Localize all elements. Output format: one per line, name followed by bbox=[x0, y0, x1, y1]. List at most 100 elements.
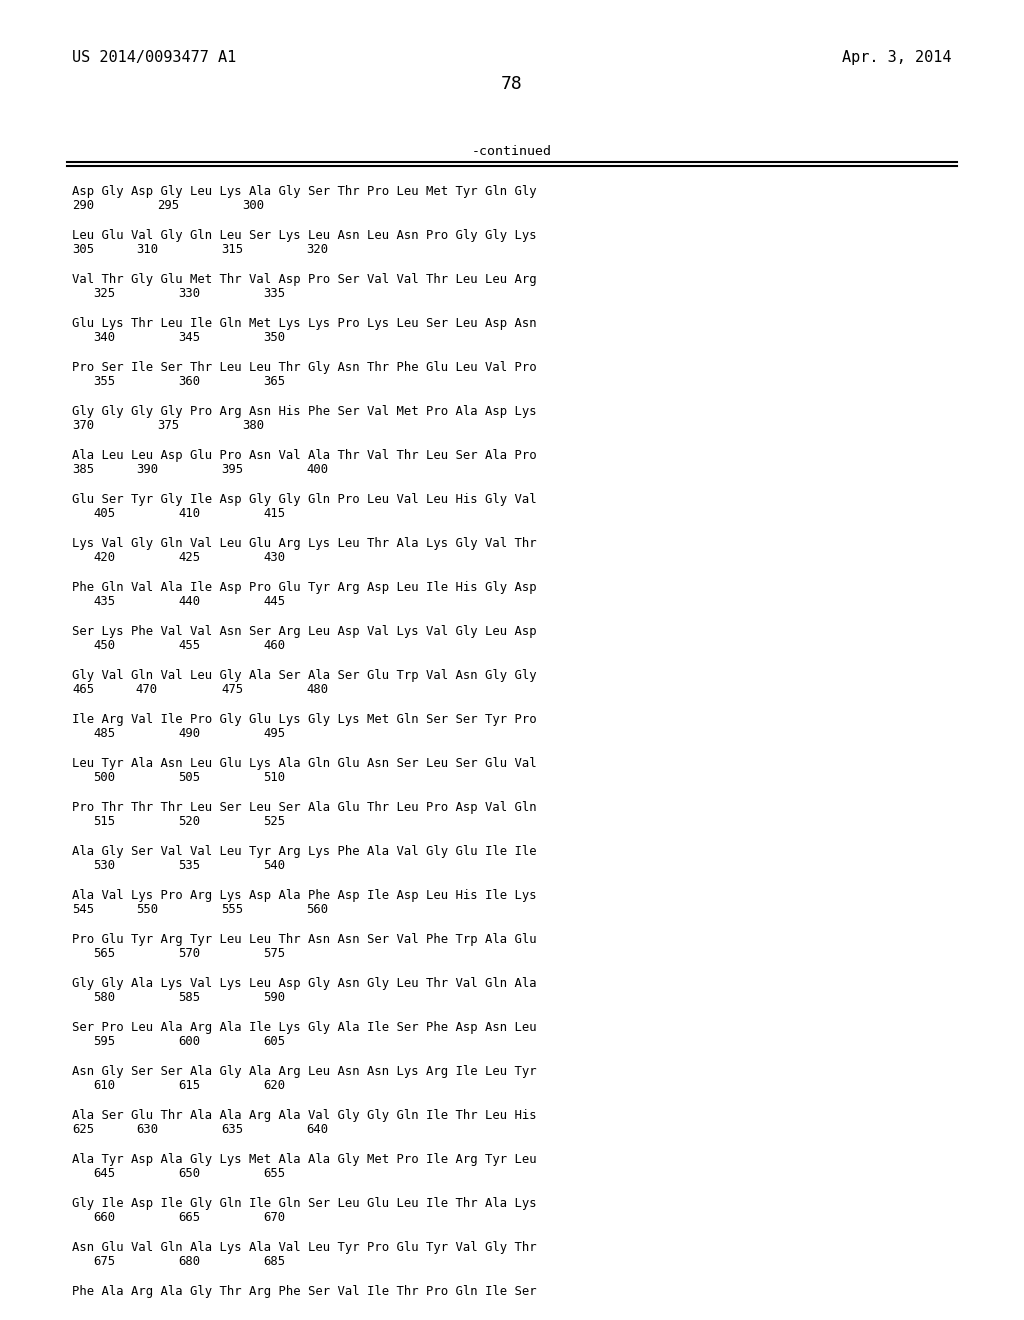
Text: 395: 395 bbox=[221, 463, 243, 477]
Text: Pro Ser Ile Ser Thr Leu Leu Thr Gly Asn Thr Phe Glu Leu Val Pro: Pro Ser Ile Ser Thr Leu Leu Thr Gly Asn … bbox=[72, 360, 537, 374]
Text: Gly Ile Asp Ile Gly Gln Ile Gln Ser Leu Glu Leu Ile Thr Ala Lys: Gly Ile Asp Ile Gly Gln Ile Gln Ser Leu … bbox=[72, 1197, 537, 1210]
Text: 635: 635 bbox=[221, 1123, 243, 1137]
Text: 535: 535 bbox=[178, 859, 201, 873]
Text: -continued: -continued bbox=[472, 145, 552, 158]
Text: Asp Gly Asp Gly Leu Lys Ala Gly Ser Thr Pro Leu Met Tyr Gln Gly: Asp Gly Asp Gly Leu Lys Ala Gly Ser Thr … bbox=[72, 185, 537, 198]
Text: 625: 625 bbox=[72, 1123, 94, 1137]
Text: 420: 420 bbox=[93, 550, 116, 564]
Text: 605: 605 bbox=[263, 1035, 286, 1048]
Text: 290: 290 bbox=[72, 199, 94, 213]
Text: 655: 655 bbox=[263, 1167, 286, 1180]
Text: 295: 295 bbox=[157, 199, 179, 213]
Text: 375: 375 bbox=[157, 418, 179, 432]
Text: 555: 555 bbox=[221, 903, 243, 916]
Text: Ala Ser Glu Thr Ala Ala Arg Ala Val Gly Gly Gln Ile Thr Leu His: Ala Ser Glu Thr Ala Ala Arg Ala Val Gly … bbox=[72, 1109, 537, 1122]
Text: 530: 530 bbox=[93, 859, 116, 873]
Text: Phe Ala Arg Ala Gly Thr Arg Phe Ser Val Ile Thr Pro Gln Ile Ser: Phe Ala Arg Ala Gly Thr Arg Phe Ser Val … bbox=[72, 1284, 537, 1298]
Text: 590: 590 bbox=[263, 991, 286, 1005]
Text: Gly Gly Ala Lys Val Lys Leu Asp Gly Asn Gly Leu Thr Val Gln Ala: Gly Gly Ala Lys Val Lys Leu Asp Gly Asn … bbox=[72, 977, 537, 990]
Text: 575: 575 bbox=[263, 946, 286, 960]
Text: Phe Gln Val Ala Ile Asp Pro Glu Tyr Arg Asp Leu Ile His Gly Asp: Phe Gln Val Ala Ile Asp Pro Glu Tyr Arg … bbox=[72, 581, 537, 594]
Text: Gly Val Gln Val Leu Gly Ala Ser Ala Ser Glu Trp Val Asn Gly Gly: Gly Val Gln Val Leu Gly Ala Ser Ala Ser … bbox=[72, 669, 537, 682]
Text: Ala Tyr Asp Ala Gly Lys Met Ala Ala Gly Met Pro Ile Arg Tyr Leu: Ala Tyr Asp Ala Gly Lys Met Ala Ala Gly … bbox=[72, 1152, 537, 1166]
Text: 485: 485 bbox=[93, 727, 116, 741]
Text: Ala Val Lys Pro Arg Lys Asp Ala Phe Asp Ile Asp Leu His Ile Lys: Ala Val Lys Pro Arg Lys Asp Ala Phe Asp … bbox=[72, 888, 537, 902]
Text: 500: 500 bbox=[93, 771, 116, 784]
Text: 670: 670 bbox=[263, 1210, 286, 1224]
Text: 610: 610 bbox=[93, 1078, 116, 1092]
Text: 650: 650 bbox=[178, 1167, 201, 1180]
Text: 685: 685 bbox=[263, 1255, 286, 1269]
Text: 340: 340 bbox=[93, 331, 116, 345]
Text: 475: 475 bbox=[221, 682, 243, 696]
Text: 305: 305 bbox=[72, 243, 94, 256]
Text: 360: 360 bbox=[178, 375, 201, 388]
Text: 600: 600 bbox=[178, 1035, 201, 1048]
Text: 615: 615 bbox=[178, 1078, 201, 1092]
Text: Ala Leu Leu Asp Glu Pro Asn Val Ala Thr Val Thr Leu Ser Ala Pro: Ala Leu Leu Asp Glu Pro Asn Val Ala Thr … bbox=[72, 449, 537, 462]
Text: 380: 380 bbox=[243, 418, 264, 432]
Text: 320: 320 bbox=[306, 243, 329, 256]
Text: 430: 430 bbox=[263, 550, 286, 564]
Text: US 2014/0093477 A1: US 2014/0093477 A1 bbox=[72, 50, 237, 65]
Text: 470: 470 bbox=[136, 682, 158, 696]
Text: 665: 665 bbox=[178, 1210, 201, 1224]
Text: 680: 680 bbox=[178, 1255, 201, 1269]
Text: Val Thr Gly Glu Met Thr Val Asp Pro Ser Val Val Thr Leu Leu Arg: Val Thr Gly Glu Met Thr Val Asp Pro Ser … bbox=[72, 273, 537, 286]
Text: 325: 325 bbox=[93, 286, 116, 300]
Text: 335: 335 bbox=[263, 286, 286, 300]
Text: Glu Lys Thr Leu Ile Gln Met Lys Lys Pro Lys Leu Ser Leu Asp Asn: Glu Lys Thr Leu Ile Gln Met Lys Lys Pro … bbox=[72, 317, 537, 330]
Text: 405: 405 bbox=[93, 507, 116, 520]
Text: 525: 525 bbox=[263, 814, 286, 828]
Text: 630: 630 bbox=[136, 1123, 158, 1137]
Text: 560: 560 bbox=[306, 903, 329, 916]
Text: 415: 415 bbox=[263, 507, 286, 520]
Text: 490: 490 bbox=[178, 727, 201, 741]
Text: 410: 410 bbox=[178, 507, 201, 520]
Text: 385: 385 bbox=[72, 463, 94, 477]
Text: 640: 640 bbox=[306, 1123, 329, 1137]
Text: Ala Gly Ser Val Val Leu Tyr Arg Lys Phe Ala Val Gly Glu Ile Ile: Ala Gly Ser Val Val Leu Tyr Arg Lys Phe … bbox=[72, 845, 537, 858]
Text: Lys Val Gly Gln Val Leu Glu Arg Lys Leu Thr Ala Lys Gly Val Thr: Lys Val Gly Gln Val Leu Glu Arg Lys Leu … bbox=[72, 537, 537, 550]
Text: Asn Gly Ser Ser Ala Gly Ala Arg Leu Asn Asn Lys Arg Ile Leu Tyr: Asn Gly Ser Ser Ala Gly Ala Arg Leu Asn … bbox=[72, 1065, 537, 1078]
Text: 520: 520 bbox=[178, 814, 201, 828]
Text: Ser Lys Phe Val Val Asn Ser Arg Leu Asp Val Lys Val Gly Leu Asp: Ser Lys Phe Val Val Asn Ser Arg Leu Asp … bbox=[72, 624, 537, 638]
Text: 585: 585 bbox=[178, 991, 201, 1005]
Text: 365: 365 bbox=[263, 375, 286, 388]
Text: Gly Gly Gly Gly Pro Arg Asn His Phe Ser Val Met Pro Ala Asp Lys: Gly Gly Gly Gly Pro Arg Asn His Phe Ser … bbox=[72, 405, 537, 418]
Text: 595: 595 bbox=[93, 1035, 116, 1048]
Text: 540: 540 bbox=[263, 859, 286, 873]
Text: 480: 480 bbox=[306, 682, 329, 696]
Text: 315: 315 bbox=[221, 243, 243, 256]
Text: 505: 505 bbox=[178, 771, 201, 784]
Text: Leu Tyr Ala Asn Leu Glu Lys Ala Gln Glu Asn Ser Leu Ser Glu Val: Leu Tyr Ala Asn Leu Glu Lys Ala Gln Glu … bbox=[72, 756, 537, 770]
Text: 345: 345 bbox=[178, 331, 201, 345]
Text: 460: 460 bbox=[263, 639, 286, 652]
Text: Glu Ser Tyr Gly Ile Asp Gly Gly Gln Pro Leu Val Leu His Gly Val: Glu Ser Tyr Gly Ile Asp Gly Gly Gln Pro … bbox=[72, 492, 537, 506]
Text: 350: 350 bbox=[263, 331, 286, 345]
Text: Asn Glu Val Gln Ala Lys Ala Val Leu Tyr Pro Glu Tyr Val Gly Thr: Asn Glu Val Gln Ala Lys Ala Val Leu Tyr … bbox=[72, 1241, 537, 1254]
Text: 445: 445 bbox=[263, 595, 286, 609]
Text: 660: 660 bbox=[93, 1210, 116, 1224]
Text: Ser Pro Leu Ala Arg Ala Ile Lys Gly Ala Ile Ser Phe Asp Asn Leu: Ser Pro Leu Ala Arg Ala Ile Lys Gly Ala … bbox=[72, 1020, 537, 1034]
Text: 440: 440 bbox=[178, 595, 201, 609]
Text: 300: 300 bbox=[243, 199, 264, 213]
Text: 675: 675 bbox=[93, 1255, 116, 1269]
Text: Pro Glu Tyr Arg Tyr Leu Leu Thr Asn Asn Ser Val Phe Trp Ala Glu: Pro Glu Tyr Arg Tyr Leu Leu Thr Asn Asn … bbox=[72, 933, 537, 946]
Text: 570: 570 bbox=[178, 946, 201, 960]
Text: 78: 78 bbox=[501, 75, 523, 92]
Text: 400: 400 bbox=[306, 463, 329, 477]
Text: 425: 425 bbox=[178, 550, 201, 564]
Text: 390: 390 bbox=[136, 463, 158, 477]
Text: 465: 465 bbox=[72, 682, 94, 696]
Text: 370: 370 bbox=[72, 418, 94, 432]
Text: Leu Glu Val Gly Gln Leu Ser Lys Leu Asn Leu Asn Pro Gly Gly Lys: Leu Glu Val Gly Gln Leu Ser Lys Leu Asn … bbox=[72, 228, 537, 242]
Text: 565: 565 bbox=[93, 946, 116, 960]
Text: Pro Thr Thr Thr Leu Ser Leu Ser Ala Glu Thr Leu Pro Asp Val Gln: Pro Thr Thr Thr Leu Ser Leu Ser Ala Glu … bbox=[72, 801, 537, 814]
Text: 330: 330 bbox=[178, 286, 201, 300]
Text: 510: 510 bbox=[263, 771, 286, 784]
Text: 450: 450 bbox=[93, 639, 116, 652]
Text: 515: 515 bbox=[93, 814, 116, 828]
Text: 580: 580 bbox=[93, 991, 116, 1005]
Text: 310: 310 bbox=[136, 243, 158, 256]
